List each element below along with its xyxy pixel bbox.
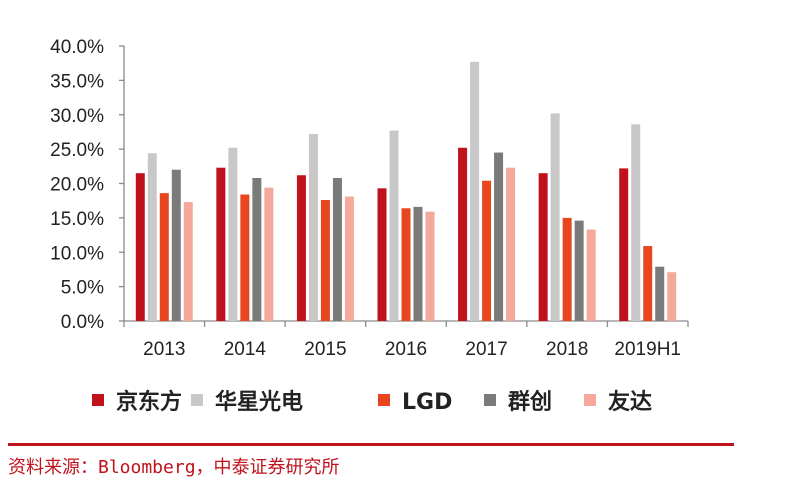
- bar: [586, 229, 596, 321]
- x-tick-label: 2015: [304, 339, 346, 360]
- x-tick-label: 2016: [385, 339, 427, 360]
- x-tick-label: 2013: [143, 339, 185, 360]
- legend-swatch: [92, 394, 104, 406]
- x-tick-label: 2019H1: [614, 339, 681, 360]
- bar: [401, 208, 411, 321]
- bar: [562, 217, 572, 321]
- divider: [8, 443, 734, 446]
- bar: [550, 113, 560, 321]
- bar: [506, 167, 516, 321]
- bar: [344, 196, 354, 321]
- bar: [413, 206, 423, 321]
- x-tick-label: 2018: [546, 339, 588, 360]
- y-tick-label: 15.0%: [50, 209, 104, 230]
- bar: [425, 211, 435, 321]
- bar: [643, 246, 653, 321]
- y-tick-label: 0.0%: [61, 312, 104, 333]
- y-tick-label: 35.0%: [50, 71, 104, 92]
- legend: 京东方 华星光电 LGD 群创 友达: [92, 389, 652, 415]
- bar: [228, 147, 238, 321]
- legend-swatch: [584, 394, 596, 406]
- bar: [667, 272, 677, 321]
- bar: [482, 180, 492, 321]
- bar: [171, 169, 181, 321]
- legend-swatch: [191, 394, 203, 406]
- bar: [631, 124, 641, 321]
- bar: [264, 187, 274, 321]
- bar: [619, 168, 629, 321]
- legend-label: 群创: [508, 389, 552, 415]
- bar: [389, 130, 399, 321]
- y-tick-label: 40.0%: [50, 37, 104, 58]
- bar: [332, 178, 342, 321]
- legend-label: 华星光电: [215, 389, 303, 415]
- bar: [216, 167, 226, 321]
- legend-swatch: [378, 394, 390, 406]
- y-tick-label: 25.0%: [50, 140, 104, 161]
- x-tick-label: 2014: [224, 339, 267, 360]
- y-axis: 0.0% 5.0% 10.0% 15.0% 20.0% 25.0% 30.0% 35.0% 40…: [50, 37, 125, 333]
- y-tick-label: 5.0%: [61, 278, 104, 299]
- bar: [252, 178, 262, 321]
- bar: [655, 266, 665, 321]
- bar: [320, 200, 330, 321]
- bar: [135, 173, 145, 321]
- bar: [377, 188, 387, 321]
- bar: [574, 220, 584, 321]
- bars: [135, 61, 677, 321]
- legend-label: 友达: [608, 390, 652, 415]
- bar: [296, 175, 306, 321]
- bar: [470, 61, 480, 321]
- bar: [494, 152, 504, 321]
- x-axis: 2013 2014 2015 2016 2017 2018 2019H1: [123, 320, 689, 360]
- bar: [458, 147, 468, 321]
- source-note: 资料来源：Bloomberg，中泰证券研究所: [8, 457, 340, 478]
- bar: [538, 173, 548, 321]
- bar: [308, 134, 318, 321]
- x-tick-label: 2017: [465, 339, 507, 360]
- bar: [240, 194, 250, 321]
- y-tick-label: 10.0%: [50, 243, 104, 264]
- legend-swatch: [484, 394, 496, 406]
- legend-label: 京东方: [116, 389, 182, 415]
- legend-label: LGD: [402, 390, 452, 415]
- bar: [147, 153, 157, 321]
- bar: [183, 202, 193, 321]
- bar: [159, 193, 169, 321]
- y-tick-label: 30.0%: [50, 106, 104, 127]
- y-tick-label: 20.0%: [50, 175, 104, 196]
